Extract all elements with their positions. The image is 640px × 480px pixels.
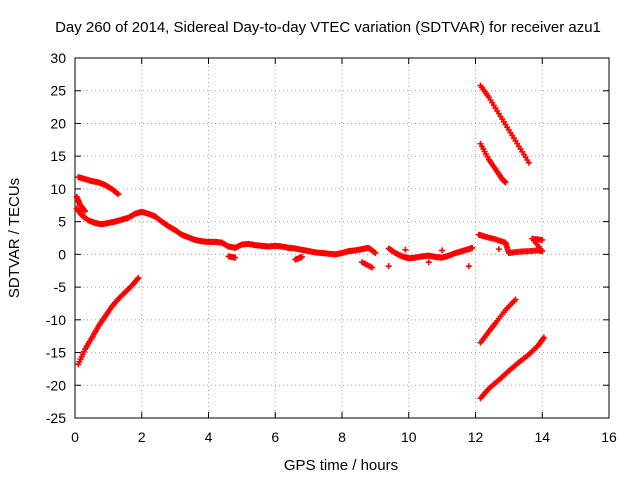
- data-point: [115, 191, 122, 198]
- x-tick-label: 12: [468, 429, 484, 445]
- series-track-c: [75, 274, 142, 368]
- data-point: [439, 247, 446, 254]
- x-tick-label: 8: [338, 429, 346, 445]
- y-tick-label: -5: [54, 279, 67, 295]
- data-point: [502, 179, 509, 186]
- series-track-a: [75, 174, 122, 198]
- x-tick-label: 10: [401, 429, 417, 445]
- series-track-b: [73, 205, 379, 258]
- data-point: [385, 263, 392, 270]
- data-point: [465, 263, 472, 270]
- y-tick-label: 5: [58, 214, 66, 230]
- series-track-j: [477, 296, 519, 346]
- x-tick-label: 4: [205, 429, 213, 445]
- x-tick-label: 16: [601, 429, 617, 445]
- data-point: [540, 334, 547, 341]
- x-tick-label: 2: [138, 429, 146, 445]
- y-axis-label: SDTVAR / TECUs: [6, 178, 23, 298]
- series-track-k: [477, 334, 547, 402]
- x-tick-label: 0: [71, 429, 79, 445]
- data-point: [539, 236, 546, 243]
- x-tick-label: 14: [534, 429, 550, 445]
- y-tick-label: 30: [50, 50, 66, 66]
- data-point: [82, 208, 89, 215]
- y-tick-label: -20: [46, 377, 66, 393]
- data-point: [114, 190, 121, 197]
- data-point: [525, 159, 532, 166]
- y-tick-label: -25: [46, 410, 66, 426]
- data-point: [372, 250, 379, 257]
- data-point: [469, 244, 476, 251]
- series-track-i: [477, 140, 509, 186]
- data-point: [232, 254, 239, 261]
- data-point: [495, 246, 502, 253]
- x-axis-label: GPS time / hours: [284, 457, 398, 474]
- y-axis-ticks: -25 -20 -15 -10 -5 0 5 10 15 20 25 30: [46, 50, 609, 426]
- data-points: [73, 82, 547, 402]
- y-tick-label: 25: [50, 83, 66, 99]
- y-tick-label: 10: [50, 181, 66, 197]
- x-tick-label: 6: [271, 429, 279, 445]
- series-track-e: [225, 253, 376, 271]
- data-point: [402, 246, 409, 253]
- series-track-f: [385, 244, 476, 270]
- data-point: [298, 253, 305, 260]
- y-tick-label: 0: [58, 246, 66, 262]
- y-tick-label: 20: [50, 115, 66, 131]
- data-point: [371, 249, 378, 256]
- data-point: [512, 296, 519, 303]
- y-tick-label: -10: [46, 312, 66, 328]
- series-track-d: [73, 193, 89, 215]
- y-tick-label: -15: [46, 345, 66, 361]
- data-point: [369, 264, 376, 271]
- grid-lines: [75, 58, 609, 418]
- data-point: [135, 274, 142, 281]
- series-track-h: [477, 82, 532, 166]
- data-point: [425, 259, 432, 266]
- series-track-g: [475, 231, 546, 257]
- data-point: [81, 207, 88, 214]
- x-axis-ticks: 0 2 4 6 8 10 12 14 16: [71, 58, 617, 445]
- chart-title: Day 260 of 2014, Sidereal Day-to-day VTE…: [55, 19, 601, 36]
- y-tick-label: 15: [50, 148, 66, 164]
